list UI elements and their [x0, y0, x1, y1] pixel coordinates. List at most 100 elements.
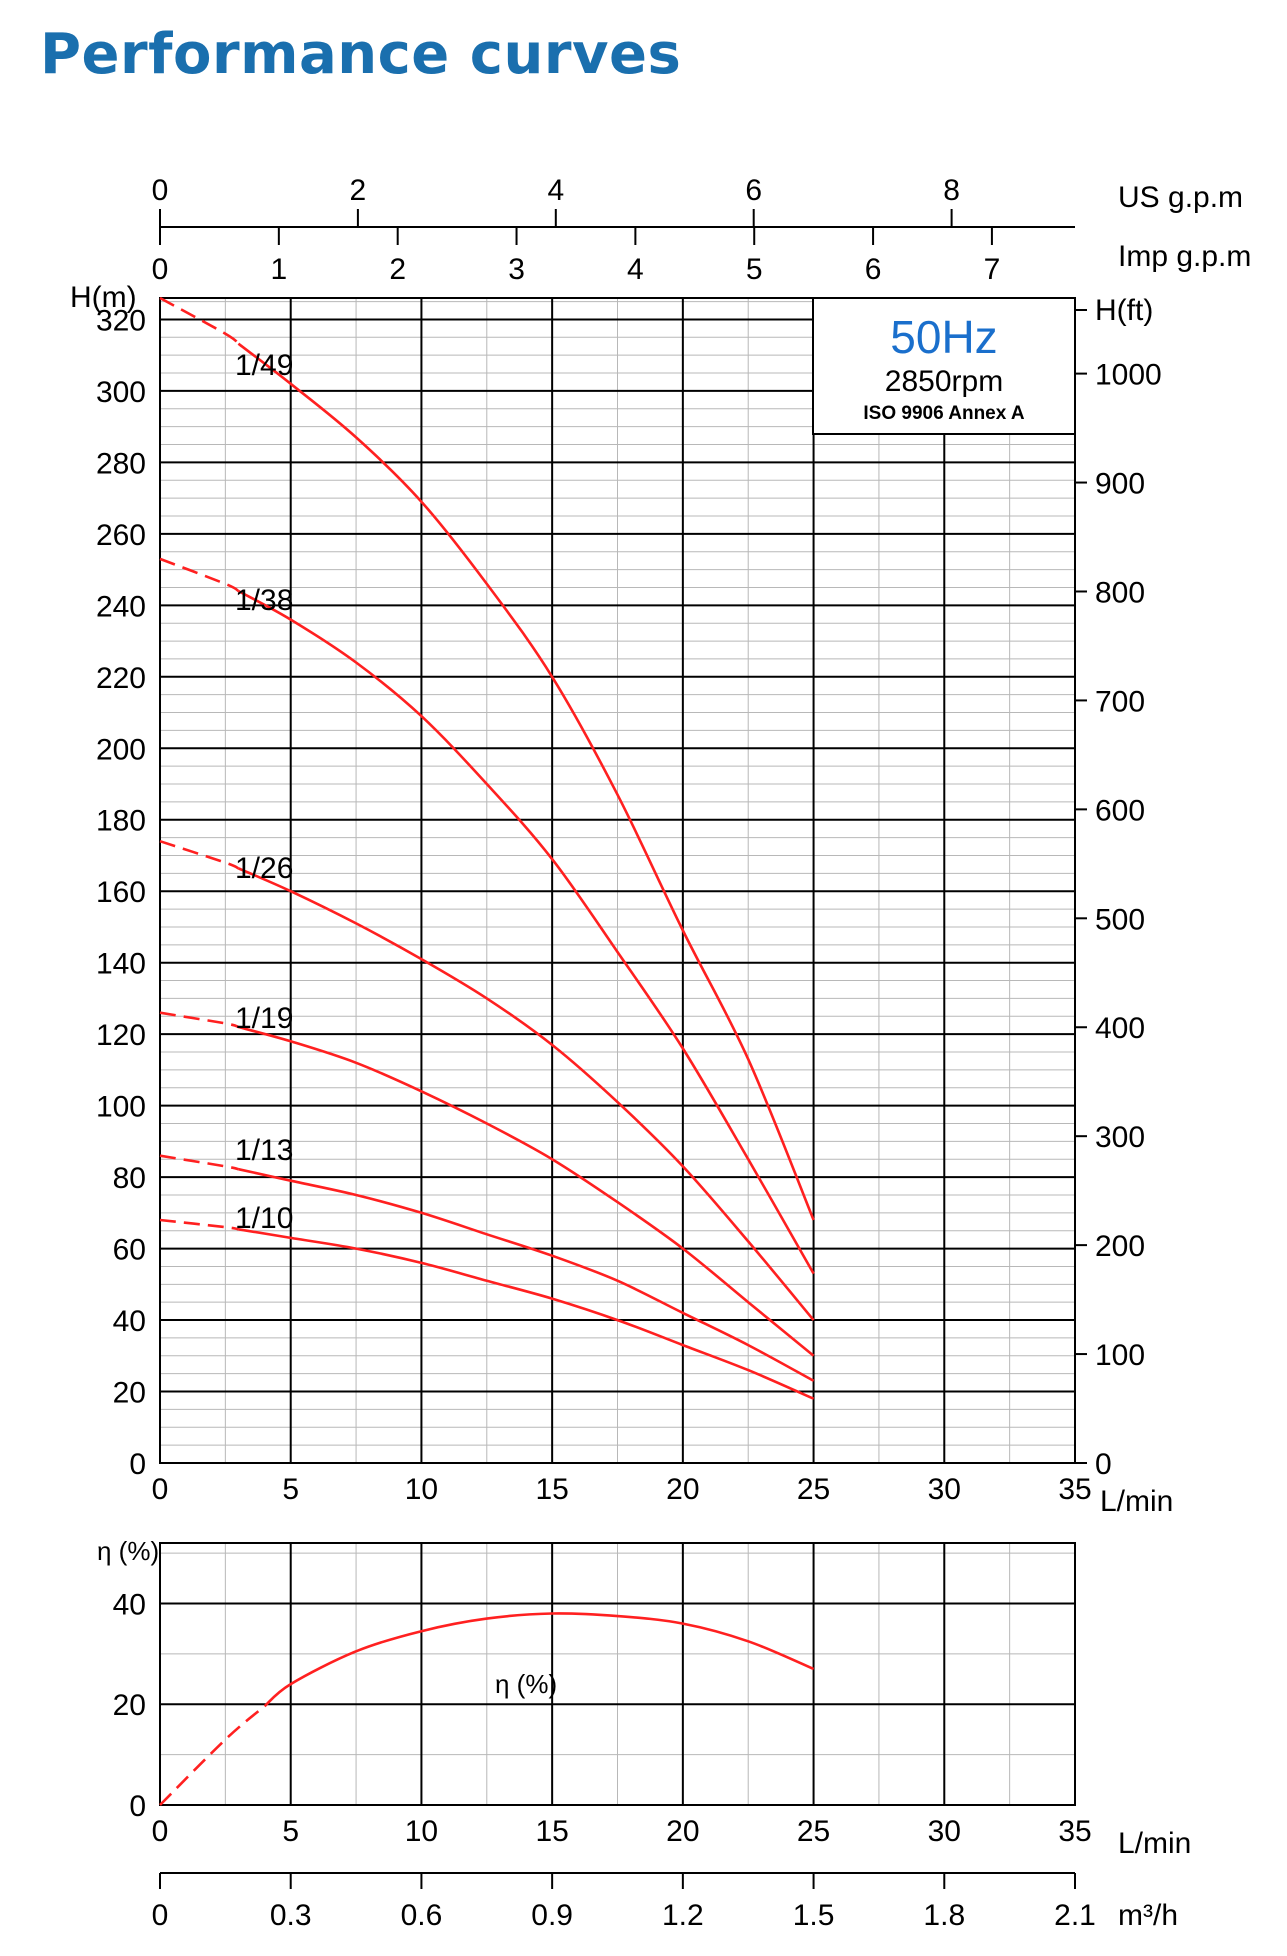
efficiency-chart: η (%) 0 20 40 η (%) 0 5 10 15 20 25 30 35 L/min	[97, 1536, 1191, 1860]
head-curve-5-line	[238, 1228, 815, 1400]
eff-x-tick-label: 5	[282, 1815, 299, 1848]
y2-tick-label: 400	[1095, 1012, 1145, 1045]
y-axis-label: H(m)	[70, 281, 137, 314]
m3h-tick-label: 1.2	[662, 1899, 704, 1932]
page-title: Performance curves	[40, 22, 682, 87]
x-tick-label: 25	[797, 1473, 830, 1506]
x-tick-label: 30	[928, 1473, 961, 1506]
series-label-1: 1/38	[235, 584, 293, 617]
frequency-label: 50Hz	[890, 311, 997, 363]
head-curve-1-dashed	[159, 557, 240, 593]
x-tick-label: 15	[535, 1473, 568, 1506]
y-tick-label: 140	[96, 948, 146, 981]
y-tick-label: 300	[96, 376, 146, 409]
imp-gpm-tick-label: 5	[746, 253, 763, 286]
eff-y-tick-label: 0	[129, 1790, 146, 1823]
us-gpm-tick-label: 2	[350, 174, 367, 207]
efficiency-curve-label: η (%)	[495, 1669, 557, 1699]
y-tick-label: 240	[96, 590, 146, 623]
y2-tick-label: 700	[1095, 685, 1145, 718]
series-label-0: 1/49	[235, 349, 293, 382]
y2-tick-label: 1000	[1095, 359, 1162, 392]
y-tick-label: 120	[96, 1019, 146, 1052]
efficiency-curve-line	[263, 1612, 815, 1708]
eff-x-tick-label: 0	[152, 1815, 169, 1848]
y2-tick-label: 200	[1095, 1230, 1145, 1263]
y2-tick-label: 500	[1095, 903, 1145, 936]
x-tick-label: 5	[282, 1473, 299, 1506]
y-tick-label: 200	[96, 733, 146, 766]
eff-y-tick-label: 40	[113, 1588, 146, 1621]
head-curve-3-line	[238, 1025, 815, 1357]
m3h-axis-label: m³/h	[1118, 1899, 1178, 1932]
frequency-annotation-box	[812, 297, 1076, 435]
series-label-4: 1/13	[235, 1134, 293, 1167]
imp-gpm-tick-label: 0	[152, 253, 169, 286]
x-tick-label: 35	[1058, 1473, 1091, 1506]
y-tick-label: 220	[96, 662, 146, 695]
y-tick-label: 80	[113, 1162, 146, 1195]
y-tick-label: 60	[113, 1234, 146, 1267]
series-label-5: 1/10	[235, 1202, 293, 1235]
x-tick-label: 0	[152, 1473, 169, 1506]
eff-y-axis-label: η (%)	[97, 1536, 159, 1566]
y-tick-label: 160	[96, 876, 146, 909]
x-tick-label: 20	[666, 1473, 699, 1506]
imp-gpm-tick-label: 1	[271, 253, 288, 286]
m3h-tick-label: 0.3	[270, 1899, 312, 1932]
eff-y-tick-label: 20	[113, 1689, 146, 1722]
eff-x-tick-label: 20	[666, 1815, 699, 1848]
imp-gpm-tick-label: 7	[984, 253, 1001, 286]
eff-x-tick-label: 35	[1058, 1815, 1091, 1848]
us-gpm-tick-label: 8	[943, 174, 960, 207]
flow-m3h-axis: 0 0.3 0.6 0.9 1.2 1.5 1.8 2.1 m³/h	[152, 1872, 1178, 1932]
y2-tick-label: 600	[1095, 794, 1145, 827]
head-curve-0-dashed	[159, 296, 240, 345]
speed-label: 2850rpm	[885, 365, 1003, 398]
y-tick-label: 100	[96, 1091, 146, 1124]
head-curve-2-line	[237, 867, 815, 1321]
eff-x-tick-label: 10	[405, 1815, 438, 1848]
head-curve-2-dashed	[159, 839, 239, 870]
eff-x-tick-label: 25	[797, 1815, 830, 1848]
imp-gpm-tick-label: 6	[865, 253, 882, 286]
y-tick-label: 280	[96, 447, 146, 480]
y2-tick-label: 100	[1095, 1339, 1145, 1372]
efficiency-curve-dashed	[159, 1705, 266, 1806]
m3h-tick-label: 0	[152, 1899, 169, 1932]
x-axis-label: L/min	[1100, 1485, 1173, 1518]
head-curve-0-line	[237, 342, 815, 1221]
us-gpm-tick-label: 4	[547, 174, 564, 207]
imp-gpm-label: Imp g.p.m	[1118, 240, 1251, 273]
head-curve-3-dashed	[159, 1011, 239, 1029]
imp-gpm-tick-label: 3	[508, 253, 525, 286]
imp-gpm-tick-label: 4	[627, 253, 644, 286]
y2-axis-label: H(ft)	[1095, 294, 1153, 327]
head-curve-1-line	[237, 589, 815, 1275]
m3h-tick-label: 0.9	[531, 1899, 573, 1932]
y-tick-label: 320	[96, 304, 146, 337]
x-tick-label: 10	[405, 1473, 438, 1506]
eff-x-tick-label: 15	[535, 1815, 568, 1848]
us-gpm-tick-label: 6	[745, 174, 762, 207]
m3h-tick-label: 1.5	[793, 1899, 835, 1932]
y-tick-label: 260	[96, 519, 146, 552]
m3h-tick-label: 2.1	[1054, 1899, 1096, 1932]
head-curve-4-line	[238, 1167, 815, 1382]
efficiency-plot-frame	[159, 1542, 1076, 1806]
head-plot-frame	[159, 297, 1076, 1464]
us-gpm-tick-label: 0	[152, 174, 169, 207]
eff-x-axis-label: L/min	[1118, 1827, 1191, 1860]
eff-x-tick-label: 30	[928, 1815, 961, 1848]
y2-tick-label: 300	[1095, 1121, 1145, 1154]
top-axes: 0 2 4 6 8 US g.p.m 0 1 2 3 4 5 6 7 Imp g.p.m	[152, 174, 1252, 286]
y-tick-label: 180	[96, 805, 146, 838]
imp-gpm-tick-label: 2	[389, 253, 406, 286]
standard-label: ISO 9906 Annex A	[863, 403, 1024, 424]
us-gpm-label: US g.p.m	[1118, 181, 1243, 214]
head-curve-5-dashed	[159, 1218, 239, 1231]
series-label-2: 1/26	[235, 852, 293, 885]
y-tick-label: 20	[113, 1377, 146, 1410]
series-label-3: 1/19	[235, 1002, 293, 1035]
